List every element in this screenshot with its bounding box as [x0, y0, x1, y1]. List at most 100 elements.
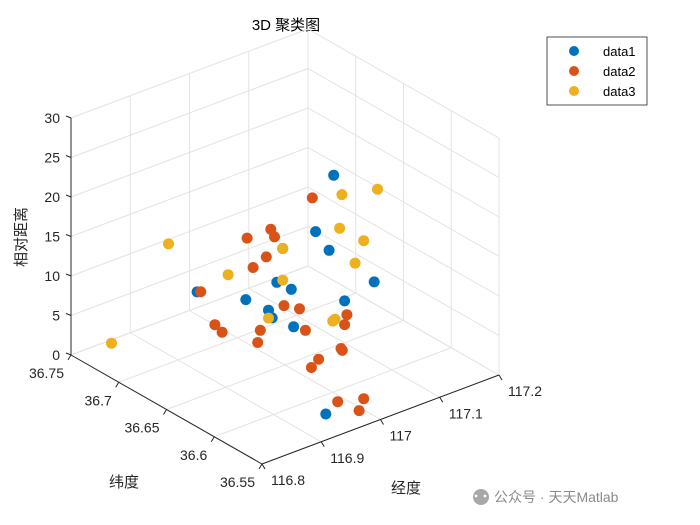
point-data2 — [252, 337, 264, 348]
grid-line — [307, 147, 500, 257]
x-tick-label: 116.9 — [330, 450, 364, 466]
point-data2 — [358, 393, 370, 405]
x-tick-label: 116.8 — [271, 472, 305, 488]
z-tick-mark — [65, 115, 72, 119]
z-tick-label: 0 — [52, 347, 60, 363]
point-data3 — [334, 222, 346, 234]
legend-marker-data2 — [569, 66, 579, 76]
point-data2 — [306, 192, 318, 204]
point-data2 — [195, 286, 207, 298]
point-data3 — [372, 183, 383, 195]
grid-line — [307, 226, 500, 336]
point-data1 — [285, 283, 297, 295]
x-tick-mark — [261, 463, 266, 470]
legend-box — [546, 36, 648, 106]
chart-title: 3D 聚类图 — [252, 17, 320, 34]
point-data2 — [278, 300, 290, 312]
z-tick-mark — [65, 352, 72, 356]
z-tick-label: 10 — [44, 268, 60, 284]
y-tick-label: 36.6 — [180, 447, 207, 463]
point-data2 — [209, 319, 221, 331]
y-tick-label: 36.7 — [85, 392, 112, 408]
y-tick-mark — [163, 409, 167, 415]
tick-labels: 116.8 116.9 117 117.1 117.2 36.55 36.6 36.65 36.… — [29, 110, 542, 490]
point-data1 — [368, 276, 380, 288]
watermark-text: 公众号 · 天天Matlab — [494, 489, 619, 505]
grid-line — [70, 107, 309, 198]
grid-line — [118, 292, 356, 383]
z-tick-mark — [65, 194, 72, 198]
watermark: 公众号 · 天天Matlab — [473, 489, 619, 505]
point-data3 — [329, 313, 341, 325]
y-tick-label: 36.65 — [124, 420, 159, 436]
point-data2 — [332, 396, 344, 408]
z-tick-mark — [65, 273, 72, 277]
point-data3 — [358, 235, 370, 247]
point-data2 — [341, 309, 353, 321]
z-tick-label: 25 — [44, 150, 60, 166]
z-tick-mark — [65, 313, 72, 316]
grid-line — [307, 107, 500, 218]
z-tick-label: 20 — [44, 189, 60, 205]
z-axis-label: 相对距离 — [13, 207, 30, 267]
x-tick-mark — [498, 374, 503, 381]
point-data1 — [240, 294, 252, 306]
x-tick-label: 117.1 — [449, 405, 483, 421]
x-tick-mark — [380, 419, 384, 425]
z-tick-mark — [65, 234, 72, 237]
x-tick-mark — [439, 396, 444, 403]
grid-line — [70, 68, 309, 158]
point-data2 — [216, 326, 228, 338]
data-points — [106, 169, 383, 420]
point-data2 — [305, 362, 317, 373]
point-data2 — [353, 405, 365, 417]
legend-label-data2: data2 — [603, 64, 636, 79]
point-data2 — [339, 319, 351, 331]
point-data1 — [263, 304, 274, 316]
y-tick-label: 36.75 — [29, 365, 64, 381]
grid-line — [214, 347, 452, 438]
grid-line — [70, 226, 309, 316]
z-tick-label: 30 — [44, 110, 60, 126]
grid-line — [307, 265, 500, 376]
point-data2 — [260, 251, 272, 263]
point-data1 — [323, 244, 335, 256]
legend-marker-data3 — [569, 86, 579, 96]
point-data3 — [263, 312, 274, 324]
legend-label-data3: data3 — [603, 84, 636, 99]
point-data3 — [349, 257, 361, 269]
point-data3 — [106, 337, 117, 349]
y-axis-label: 纬度 — [109, 474, 139, 491]
z-tick-label: 5 — [52, 308, 60, 324]
y-tick-mark — [258, 463, 263, 470]
y-tick-mark — [210, 436, 215, 443]
point-data1 — [339, 295, 351, 307]
point-data3 — [336, 189, 348, 201]
grid-line — [307, 68, 500, 178]
point-data2 — [254, 324, 266, 336]
point-data3 — [222, 269, 234, 281]
point-data2 — [247, 262, 259, 273]
point-data2 — [294, 303, 305, 315]
grid-line — [307, 186, 500, 297]
grid-line — [166, 320, 404, 410]
point-data2 — [299, 324, 311, 336]
z-tick-mark — [65, 155, 72, 158]
legend: data1 data2 data3 — [546, 36, 648, 106]
point-data1 — [320, 408, 332, 420]
y-tick-mark — [67, 354, 72, 361]
point-data2 — [335, 343, 347, 354]
point-data1 — [288, 321, 300, 333]
x-tick-mark — [320, 441, 325, 448]
axes — [65, 115, 503, 470]
grid-line — [70, 147, 309, 237]
point-data3 — [163, 238, 174, 250]
grid-line — [307, 28, 500, 139]
point-data2 — [313, 353, 325, 365]
z-tick-label: 15 — [44, 229, 60, 245]
point-data1 — [310, 226, 322, 238]
legend-label-data1: data1 — [603, 44, 636, 59]
point-data3 — [277, 274, 289, 286]
y-tick-label: 36.55 — [220, 474, 255, 490]
